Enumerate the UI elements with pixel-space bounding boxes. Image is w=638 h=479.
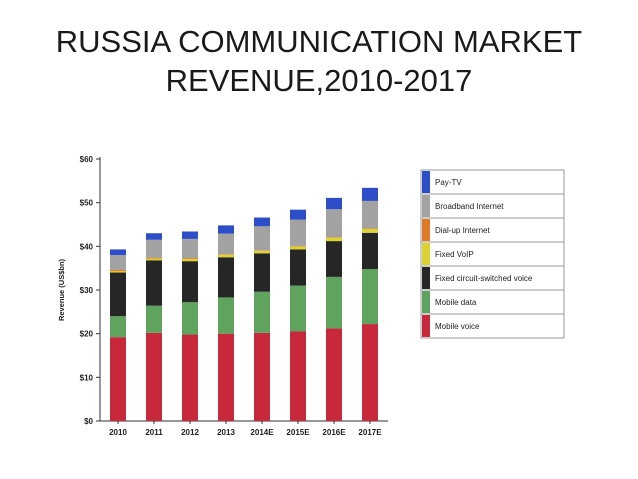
legend-label: Mobile data (435, 298, 477, 307)
bar-segment (362, 228, 378, 229)
bar-segment (290, 245, 306, 247)
bar-segment (182, 231, 198, 239)
legend-label: Dial-up Internet (435, 226, 490, 235)
x-tick-label: 2014E (250, 428, 274, 437)
y-axis-title: Revenue (US$bn) (57, 258, 66, 321)
legend-swatch (422, 195, 430, 217)
bar-segment (326, 328, 342, 421)
legend-label: Fixed VoIP (435, 250, 474, 259)
legend: Pay-TV Broadband Internet Dial-up Internet… (420, 169, 565, 339)
bar-segment (146, 260, 162, 306)
bar-segment (326, 237, 342, 238)
bar-segment (110, 269, 126, 272)
bar-segment (218, 254, 234, 255)
bar-segment (110, 255, 126, 270)
x-tick-label: 2013 (217, 428, 235, 437)
bar-segment (362, 200, 378, 229)
bar-segment (290, 249, 306, 286)
y-tick-label: $40 (80, 242, 94, 251)
bar-segment (146, 239, 162, 258)
bar-segment (362, 187, 378, 201)
bar-segment (290, 246, 306, 250)
legend-label: Broadband Internet (435, 202, 504, 211)
slide-title-line-2: REVENUE,2010-2017 (165, 63, 473, 98)
bar-segment (254, 253, 270, 292)
legend-swatch (422, 315, 430, 337)
x-tick-label: 2016E (322, 428, 346, 437)
y-tick-label: $50 (80, 199, 94, 208)
legend-swatch (422, 219, 430, 241)
bar-segment (182, 238, 198, 259)
bar-segment (254, 250, 270, 254)
y-tick-label: $10 (80, 373, 94, 382)
y-tick-label: $30 (80, 286, 94, 295)
y-tick-label: $20 (80, 330, 94, 339)
legend-frame (420, 169, 565, 339)
legend-label: Mobile voice (435, 322, 480, 331)
bar-segment (182, 302, 198, 335)
bar-segment (182, 334, 198, 421)
bar-segment (254, 250, 270, 251)
bar-segment (218, 333, 234, 421)
bar-segment (182, 258, 198, 259)
bar-segment (110, 316, 126, 338)
bar-segment (110, 249, 126, 256)
bar-segment (146, 332, 162, 421)
bar-segment (326, 276, 342, 329)
bar-segment (146, 258, 162, 261)
bar-segment (254, 291, 270, 333)
bar-segment (254, 217, 270, 227)
x-tick-label: 2012 (181, 428, 199, 437)
bar-segment (290, 331, 306, 421)
legend-swatch (422, 267, 430, 289)
legend-swatch (422, 291, 430, 313)
y-tick-label: $60 (80, 155, 94, 164)
bar-segment (182, 258, 198, 262)
legend-swatch (422, 171, 430, 193)
bar-segment (290, 285, 306, 332)
bar-segment (182, 261, 198, 303)
x-tick-label: 2017E (358, 428, 382, 437)
bar-segment (218, 233, 234, 255)
bar-segment (290, 209, 306, 220)
legend-label: Pay-TV (435, 178, 462, 187)
bar-segment (146, 257, 162, 259)
bar-segment (326, 197, 342, 210)
bar-segment (362, 228, 378, 233)
bar-segment (110, 272, 126, 317)
slide-title: RUSSIA COMMUNICATION MARKET REVENUE,2010… (0, 22, 638, 100)
bar-segment (326, 209, 342, 238)
bar-segment (362, 269, 378, 325)
bar-segment (218, 257, 234, 298)
slide-title-line-1: RUSSIA COMMUNICATION MARKET (55, 24, 583, 59)
bar-segment (218, 297, 234, 334)
bar-segment (362, 232, 378, 270)
bar-segment (110, 271, 126, 273)
bar-segment (146, 305, 162, 333)
legend-label: Fixed circuit-switched voice (435, 274, 533, 283)
bar-segment (362, 324, 378, 421)
x-tick-label: 2010 (109, 428, 127, 437)
bar-segment (218, 225, 234, 234)
x-tick-label: 2011 (145, 428, 163, 437)
bar-segment (218, 254, 234, 258)
bar-segment (326, 241, 342, 277)
plot-area: $0 $10 $20 $30 $40 $50 $60 Revenue (US$bn) 2010 2… (57, 155, 388, 437)
x-tick-label: 2015E (286, 428, 310, 437)
y-tick-label: $0 (84, 417, 93, 426)
legend-swatch (422, 243, 430, 265)
bar-segment (254, 226, 270, 251)
bar-segment (326, 237, 342, 242)
bar-segment (254, 332, 270, 421)
bar-segment (110, 337, 126, 421)
bar-segment (146, 233, 162, 240)
bar-segment (290, 219, 306, 246)
